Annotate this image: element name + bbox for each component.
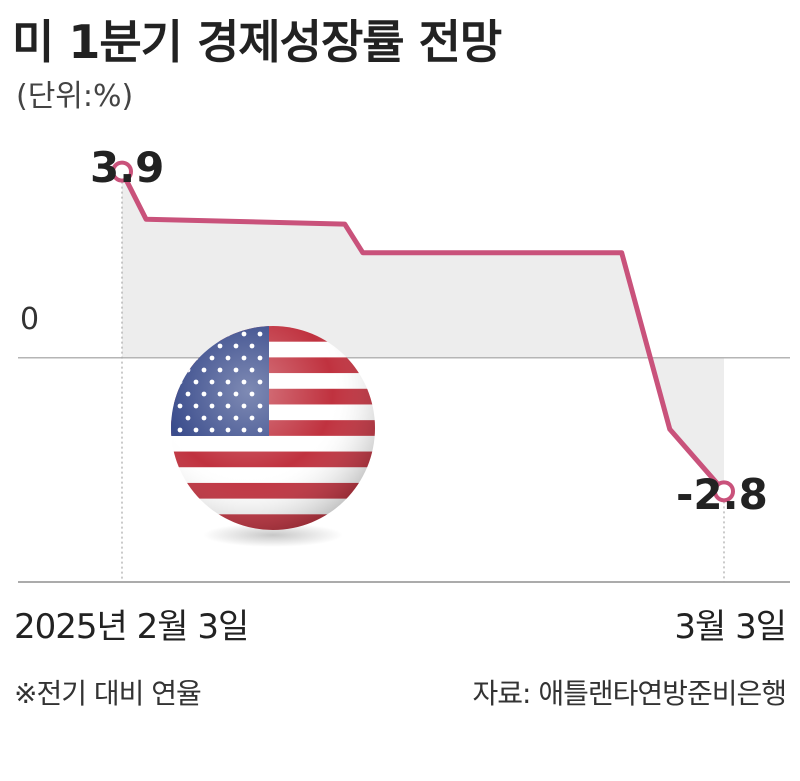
x-end-label: 3월 3일 <box>674 607 786 647</box>
end-point <box>713 480 735 503</box>
start-value-label: 3.9 <box>90 143 164 192</box>
end-value-label: -2.8 <box>676 470 768 519</box>
source-note: 자료: 애틀랜타연방준비은행 <box>473 677 786 710</box>
us-flag-ball-icon <box>171 326 375 547</box>
series-line <box>119 169 727 494</box>
zero-tick-label: 0 <box>20 302 39 337</box>
area-fill <box>122 171 724 492</box>
start-point <box>111 160 133 183</box>
flag-shadow <box>203 523 343 547</box>
flag-shading <box>171 326 375 530</box>
chart-title: 미 1분기 경제성장률 전망 <box>12 15 502 69</box>
footnote-left: ※전기 대비 연율 <box>14 677 201 710</box>
x-start-label: 2025년 2월 3일 <box>14 607 248 647</box>
unit-label: (단위:%) <box>16 79 133 114</box>
